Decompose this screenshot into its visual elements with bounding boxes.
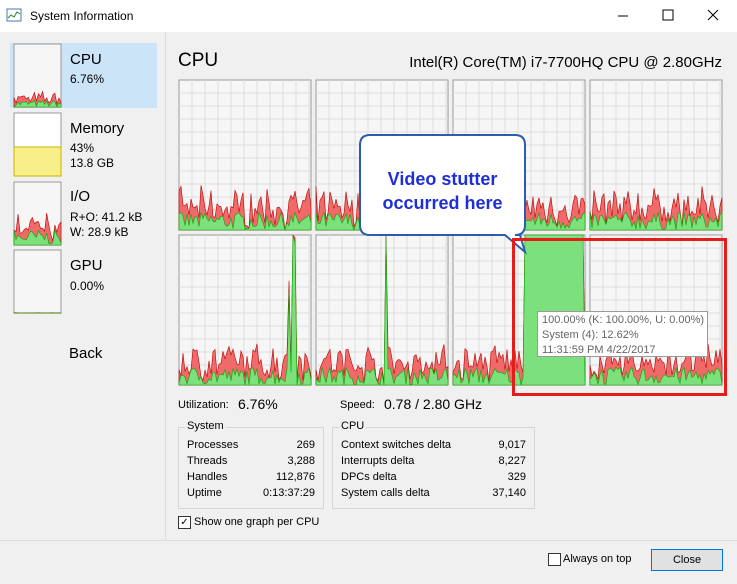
stat-row: System calls delta 37,140: [341, 487, 526, 499]
stat-label: Handles: [187, 471, 228, 483]
tooltip-line: 100.00% (K: 100.00%, U: 0.00%): [542, 314, 705, 326]
stat-value: 9,017: [498, 439, 526, 451]
stat-label: Context switches delta: [341, 439, 452, 451]
cpu-group: CPU Context switches delta 9,017 Interrup…: [332, 420, 535, 509]
checkbox[interactable]: [548, 553, 561, 566]
graph-background: [13, 249, 62, 314]
utilization-label: Utilization:: [178, 399, 229, 411]
nav-label[interactable]: GPU: [70, 257, 103, 274]
nav-label[interactable]: Memory: [70, 120, 125, 137]
window-title: System Information: [30, 9, 134, 23]
nav-value: 0.00%: [70, 279, 105, 293]
stat-row: DPCs delta 329: [341, 471, 526, 483]
memory-fill: [13, 146, 62, 177]
nav-value: 13.8 GB: [70, 156, 115, 170]
stat-label: System calls delta: [341, 487, 430, 499]
callout-text: Video stutter occurred here: [360, 167, 525, 215]
user-area: [178, 211, 312, 232]
user-area: [178, 234, 312, 386]
highlight-box: [512, 238, 727, 396]
kernel-area: [13, 213, 62, 246]
nav-label[interactable]: I/O: [70, 188, 91, 205]
speed-label: Speed:: [340, 399, 375, 411]
user-area: [13, 228, 62, 246]
stat-value: 112,876: [276, 471, 315, 483]
stat-label: Processes: [187, 439, 239, 451]
stat-row: Processes 269: [187, 439, 315, 451]
checkbox-label[interactable]: Always on top: [563, 553, 632, 565]
close-button[interactable]: Close: [651, 549, 723, 571]
stat-label: Uptime: [187, 487, 222, 499]
checkbox[interactable]: ✓: [178, 516, 191, 529]
user-area: [589, 366, 723, 386]
user-area: [13, 100, 62, 108]
stat-value: 0:13:37:29: [263, 487, 315, 499]
footer-divider: [0, 540, 737, 541]
stat-label: DPCs delta: [341, 471, 397, 483]
system-group: System Processes 269 Threads 3,288 Handles…: [178, 420, 324, 509]
stat-value: 37,140: [492, 487, 526, 499]
stat-value: 8,227: [498, 455, 526, 467]
divider: [165, 32, 166, 540]
group-title: System: [185, 420, 226, 432]
user-area: [589, 211, 723, 231]
callout-bubble: [359, 134, 527, 255]
stat-row: Interrupts delta 8,227: [341, 455, 526, 467]
nav-value: 43%: [70, 141, 95, 155]
tooltip-line: 11:31:59 PM 4/22/2017: [542, 344, 656, 356]
window-controls[interactable]: [600, 0, 737, 32]
nav-value: 6.76%: [70, 72, 105, 86]
stat-row: Context switches delta 9,017: [341, 439, 526, 451]
section-title: CPU: [178, 50, 219, 71]
stat-label: Threads: [187, 455, 228, 467]
stat-value: 269: [296, 439, 315, 451]
title-bar: [0, 0, 737, 32]
app-icon: [6, 8, 22, 22]
tooltip-line: System (4): 12.62%: [542, 329, 639, 341]
checkbox-label[interactable]: Show one graph per CPU: [194, 516, 320, 528]
nav-value: R+O: 41.2 kB: [70, 210, 143, 224]
speed-value: 0.78 / 2.80 GHz: [384, 396, 483, 412]
stat-value: 3,288: [287, 455, 315, 467]
tooltip: 100.00% (K: 100.00%, U: 0.00%) System (4…: [537, 311, 708, 357]
callout-line: Video stutter: [387, 169, 498, 189]
group-title: CPU: [339, 420, 367, 432]
stat-row: Handles 112,876: [187, 471, 315, 483]
nav-value: W: 28.9 kB: [70, 225, 129, 239]
stat-label: Interrupts delta: [341, 455, 415, 467]
nav-label[interactable]: CPU: [70, 51, 102, 68]
utilization-value: 6.76%: [238, 396, 278, 412]
callout-line: occurred here: [382, 193, 503, 213]
processor-name: Intel(R) Core(TM) i7-7700HQ CPU @ 2.80GH…: [409, 54, 722, 71]
stat-row: Threads 3,288: [187, 455, 315, 467]
stat-row: Uptime 0:13:37:29: [187, 487, 315, 499]
back-button[interactable]: Back: [69, 345, 103, 362]
user-area: [315, 237, 449, 386]
stat-value: 329: [507, 471, 526, 483]
